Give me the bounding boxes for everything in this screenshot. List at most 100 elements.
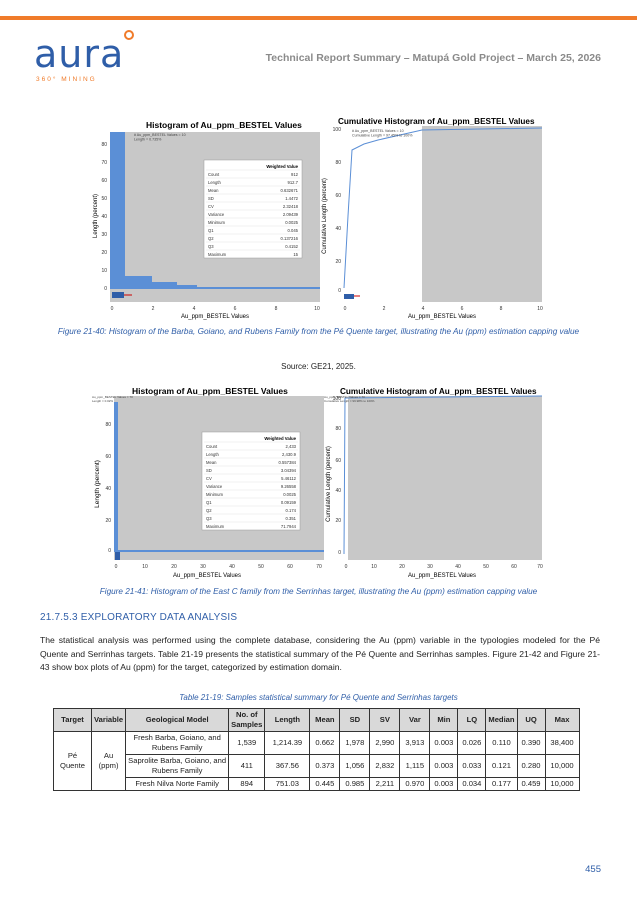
ytick: 60 bbox=[105, 454, 111, 460]
xtick: 50 bbox=[483, 564, 489, 570]
stats-key: CV bbox=[206, 476, 212, 481]
xtick: 10 bbox=[371, 564, 377, 570]
xtick: 70 bbox=[537, 564, 543, 570]
xtick: 0 bbox=[115, 564, 118, 570]
cum-xticks: 0 10 20 30 40 50 60 70 bbox=[345, 564, 543, 570]
stats-key: Q3 bbox=[208, 244, 214, 249]
ytick: 70 bbox=[101, 160, 107, 166]
stats-value: 0.632671 bbox=[281, 188, 299, 193]
hist-bar-tail bbox=[118, 550, 324, 552]
ytick: 0 bbox=[104, 286, 107, 292]
col-header: SD bbox=[339, 708, 371, 732]
cum-plot-area-grey bbox=[422, 126, 542, 302]
logo-ring-icon bbox=[124, 30, 134, 40]
cell: 0.003 bbox=[429, 731, 459, 755]
hist-legend-line1: # Au_ppm_BESTEL Values = 10 bbox=[134, 133, 186, 137]
cum-legend-line1: Au_ppm_BESTEL Values = 70 bbox=[324, 395, 365, 399]
xtick: 30 bbox=[427, 564, 433, 570]
ytick: 50 bbox=[101, 196, 107, 202]
col-header: Max bbox=[544, 708, 580, 732]
stats-value: 2,433 bbox=[286, 444, 297, 449]
cell: 0.970 bbox=[399, 777, 431, 791]
cell: 0.985 bbox=[339, 777, 371, 791]
ytick: 40 bbox=[105, 486, 111, 492]
cum-legend-line2: Cumulative Length = 99.98% to 100% bbox=[324, 399, 375, 403]
figure-21-40-caption: Figure 21-40: Histogram of the Barba, Go… bbox=[57, 327, 580, 336]
stats-value: 0.0025 bbox=[283, 492, 296, 497]
xtick: 2 bbox=[383, 306, 386, 312]
hist-bar-3 bbox=[152, 282, 177, 289]
hist-title: Histogram of Au_ppm_BESTEL Values bbox=[146, 120, 302, 130]
cum-boxplot bbox=[344, 294, 354, 299]
xtick: 8 bbox=[275, 306, 278, 312]
ytick: 40 bbox=[101, 214, 107, 220]
cell: 0.034 bbox=[457, 777, 487, 791]
ytick: 60 bbox=[101, 178, 107, 184]
xtick: 4 bbox=[422, 306, 425, 312]
col-header: UQ bbox=[516, 708, 546, 732]
cum-xlabel: Au_ppm_BESTEL Values bbox=[408, 573, 476, 579]
cell: 0.003 bbox=[429, 777, 459, 791]
cum-legend: # Au_ppm_BESTEL Values = 10 Cumulative Le… bbox=[352, 129, 413, 138]
stats-value: 2.09439 bbox=[283, 212, 299, 217]
ytick: 0 bbox=[108, 548, 111, 554]
stats-value: 912.7 bbox=[288, 180, 299, 185]
cell: 2,211 bbox=[369, 777, 401, 791]
hist-bar-5 bbox=[197, 287, 320, 289]
ytick: 80 bbox=[335, 160, 341, 166]
col-header: Mean bbox=[309, 708, 341, 732]
cum-ylabel: Cumulative Length (percent) bbox=[326, 446, 332, 522]
xtick: 60 bbox=[287, 564, 293, 570]
hist-legend: # Au_ppm_BESTEL Values = 10 Length = 0.73… bbox=[134, 133, 186, 142]
stats-value: 71.7944 bbox=[281, 524, 297, 529]
ytick: 80 bbox=[105, 422, 111, 428]
xtick: 20 bbox=[171, 564, 177, 570]
variable-cell: Au (ppm) bbox=[90, 731, 127, 791]
xtick: 30 bbox=[200, 564, 206, 570]
stats-key: Mean bbox=[206, 460, 217, 465]
cell: Saprolite Barba, Goiano, and Rubens Fami… bbox=[125, 754, 230, 778]
stats-key: Count bbox=[208, 172, 220, 177]
stats-value: 912 bbox=[291, 172, 299, 177]
target-cell: Pé Quente bbox=[53, 731, 92, 791]
xtick: 10 bbox=[142, 564, 148, 570]
cell: 1,978 bbox=[339, 731, 371, 755]
cell: 2,832 bbox=[369, 754, 401, 778]
stats-key: Q2 bbox=[208, 236, 214, 241]
hist-ylabel: Length (percent) bbox=[94, 460, 101, 508]
cum-legend-line2: Cumulative Length = 97.45% to 100% bbox=[352, 134, 413, 138]
cell: 894 bbox=[228, 777, 266, 791]
ytick: 10 bbox=[101, 268, 107, 274]
cell: 10,000 bbox=[544, 754, 580, 778]
hist-legend-line2: Length = 0.735% bbox=[134, 138, 162, 142]
cum-xlabel: Au_ppm_BESTEL Values bbox=[408, 314, 476, 320]
hist-bar-2 bbox=[125, 276, 152, 289]
figure-21-41: Histogram of Au_ppm_BESTEL Values Au_ppm… bbox=[92, 384, 552, 580]
hist-boxplot bbox=[115, 552, 120, 560]
xtick: 0 bbox=[344, 306, 347, 312]
page-number: 455 bbox=[585, 864, 601, 875]
xtick: 20 bbox=[399, 564, 405, 570]
top-bar bbox=[0, 0, 637, 20]
xtick: 6 bbox=[234, 306, 237, 312]
stats-value: 0.045 bbox=[288, 228, 299, 233]
cum-ylabel: Cumulative Length (percent) bbox=[322, 178, 328, 254]
xtick: 40 bbox=[455, 564, 461, 570]
hist-ylabel: Length (percent) bbox=[93, 194, 99, 238]
hist-bar-4 bbox=[177, 285, 197, 289]
hist-legend-line1: Au_ppm_BESTEL Values = 70 bbox=[92, 395, 133, 399]
table-row: Fresh Nilva Norte Family 894 751.03 0.44… bbox=[54, 777, 580, 791]
stats-key: Mean bbox=[208, 188, 219, 193]
stats-header: Weighted Value bbox=[266, 164, 298, 169]
xtick: 0 bbox=[111, 306, 114, 312]
cell: 38,400 bbox=[544, 731, 580, 755]
ytick: 20 bbox=[335, 518, 341, 524]
stats-key: Length bbox=[206, 452, 219, 457]
cum-xticks: 0 2 4 6 8 10 bbox=[344, 306, 543, 312]
cum-legend: Au_ppm_BESTEL Values = 70 Cumulative Leng… bbox=[324, 395, 375, 403]
ytick: 100 bbox=[333, 127, 342, 133]
cell: 2,990 bbox=[369, 731, 401, 755]
cell: 367.56 bbox=[264, 754, 311, 778]
stats-key: Count bbox=[206, 444, 218, 449]
cum-yticks: 100 80 60 40 20 0 bbox=[333, 127, 342, 294]
